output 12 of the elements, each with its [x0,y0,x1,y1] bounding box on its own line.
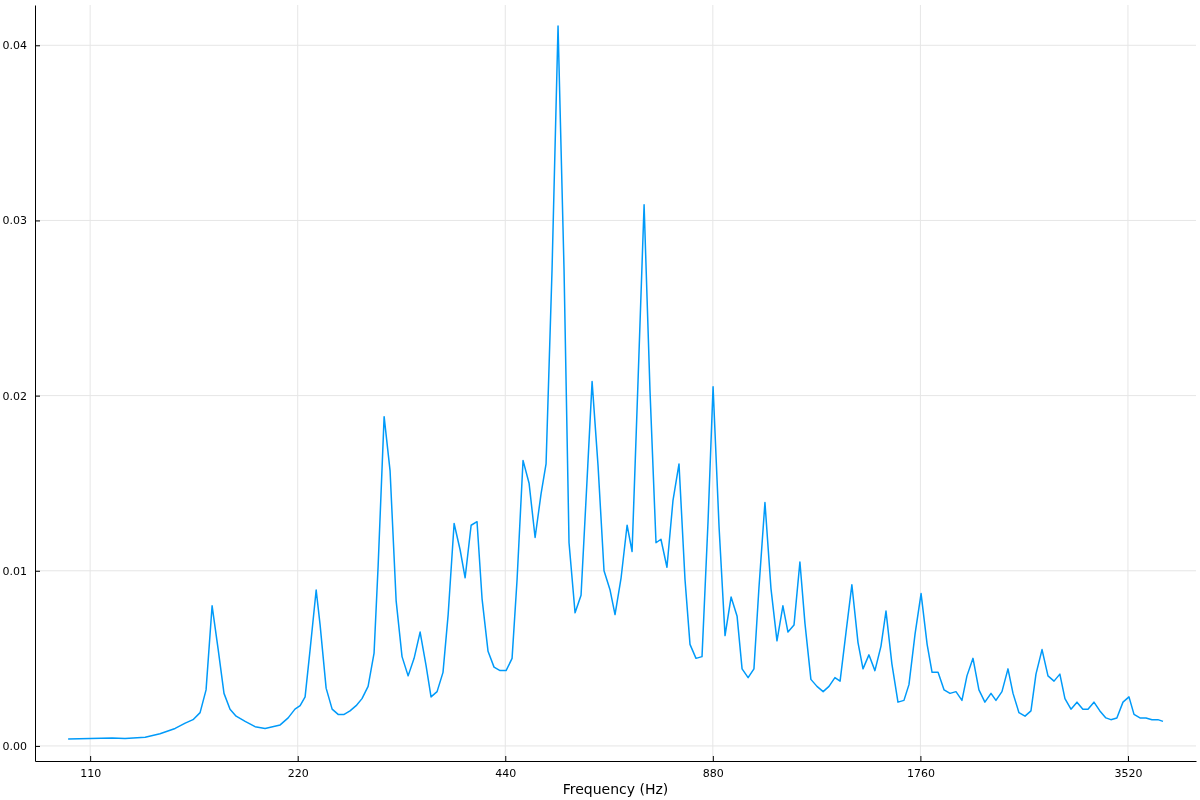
x-tick-label: 110 [80,766,102,780]
y-tick-label: 0.04 [2,39,27,53]
x-axis-title: Frequency (Hz) [562,781,669,797]
y-tick-label: 0.03 [2,214,27,228]
y-tick-label: 0.01 [2,564,27,578]
x-tick-label: 880 [702,766,724,780]
x-tick-label: 1760 [906,766,935,780]
x-tick-label: 440 [495,766,517,780]
y-tick-label: 0.00 [2,739,27,753]
y-tick-label: 0.02 [2,389,27,403]
x-tick-label: 3520 [1114,766,1143,780]
x-tick-label: 220 [287,766,309,780]
